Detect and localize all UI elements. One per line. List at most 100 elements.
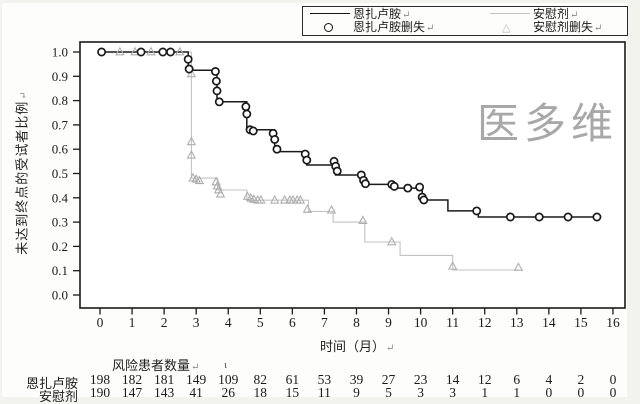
risk-count-enzalutamide: 182 bbox=[122, 372, 142, 387]
censor-marker-circle bbox=[248, 126, 258, 136]
censor-marker-circle bbox=[415, 182, 425, 192]
risk-count-placebo: 1 bbox=[513, 385, 520, 400]
x-tick-label: 12 bbox=[478, 315, 492, 330]
censor-marker-triangle bbox=[387, 236, 397, 246]
censor-marker-circle bbox=[592, 212, 602, 222]
censor-marker-triangle bbox=[215, 188, 226, 198]
return-mark: ↵ bbox=[386, 343, 395, 354]
risk-count-placebo: 143 bbox=[154, 385, 175, 400]
censor-marker-circle bbox=[505, 212, 515, 222]
censor-marker-triangle bbox=[194, 175, 205, 185]
risk-count-enzalutamide: 82 bbox=[254, 372, 268, 387]
y-tick-label: 0.8 bbox=[52, 93, 68, 108]
risk-count-enzalutamide: 0 bbox=[610, 372, 617, 387]
risk-count-enzalutamide: 149 bbox=[186, 372, 207, 387]
censor-marker-triangle bbox=[270, 194, 280, 204]
risk-count-placebo: 3 bbox=[449, 385, 456, 400]
risk-count-placebo: 0 bbox=[545, 385, 552, 400]
y-tick-label: 0.7 bbox=[52, 117, 69, 132]
censor-marker-triangle bbox=[326, 204, 337, 214]
legend-label-enzalutamide: 恩扎卢胺↵ bbox=[353, 7, 411, 22]
x-tick-label: 15 bbox=[574, 315, 588, 330]
risk-count-placebo: 41 bbox=[189, 385, 203, 400]
censor-marker-circle bbox=[210, 66, 220, 76]
x-axis-title: 时间（月）↵ bbox=[320, 339, 395, 354]
censor-marker-circle bbox=[361, 179, 370, 189]
placebo-line-swatch bbox=[490, 13, 530, 14]
stray-mark: ι bbox=[224, 359, 227, 371]
risk-count-enzalutamide: 14 bbox=[446, 372, 460, 387]
return-mark: ↵ bbox=[594, 23, 603, 34]
risk-count-enzalutamide: 109 bbox=[218, 372, 239, 387]
y-tick-label: 0.1 bbox=[52, 263, 68, 278]
y-tick-label: 0.0 bbox=[52, 288, 68, 303]
censor-marker-circle bbox=[332, 166, 342, 176]
y-tick-label: 0.2 bbox=[52, 239, 68, 254]
censor-marker-circle bbox=[242, 109, 252, 119]
censor-marker-triangle bbox=[279, 194, 290, 204]
censor-marker-triangle bbox=[115, 46, 125, 56]
risk-count-placebo: 147 bbox=[122, 385, 143, 400]
risk-count-placebo: 0 bbox=[610, 385, 617, 400]
risk-count-placebo: 11 bbox=[318, 385, 331, 400]
risk-count-enzalutamide: 12 bbox=[478, 372, 492, 387]
risk-count-placebo: 5 bbox=[385, 385, 392, 400]
censor-marker-circle bbox=[403, 183, 413, 193]
censor-marker-triangle bbox=[186, 136, 197, 146]
return-mark: ↵ bbox=[426, 23, 435, 34]
risk-count-placebo: 3 bbox=[417, 385, 424, 400]
legend-box: 恩扎卢胺↵ 恩扎卢胺删失↵ 安慰剂↵ △ 安慰剂删失↵ bbox=[302, 6, 628, 36]
risk-count-enzalutamide: 23 bbox=[414, 372, 428, 387]
triangle-censor-icon: △ bbox=[502, 21, 511, 34]
censor-marker-circle bbox=[214, 97, 224, 107]
censor-marker-circle bbox=[272, 144, 282, 154]
censor-marker-circle bbox=[158, 47, 168, 57]
censor-marker-circle bbox=[241, 102, 251, 112]
x-tick-label: 5 bbox=[257, 315, 264, 330]
risk-count-placebo: 9 bbox=[353, 385, 360, 400]
risk-count-enzalutamide: 181 bbox=[154, 372, 174, 387]
x-tick-label: 7 bbox=[321, 315, 328, 330]
return-mark: ↵ bbox=[18, 90, 30, 100]
censor-marker-circle bbox=[563, 212, 573, 222]
x-tick-label: 3 bbox=[193, 315, 200, 330]
risk-count-placebo: 190 bbox=[90, 385, 111, 400]
risk-count-enzalutamide: 4 bbox=[545, 372, 552, 387]
x-tick-label: 0 bbox=[97, 315, 104, 330]
y-tick-label: 0.6 bbox=[52, 142, 69, 157]
return-mark: ↵ bbox=[191, 362, 200, 373]
y-tick-label: 1.0 bbox=[52, 45, 68, 60]
x-tick-label: 9 bbox=[385, 315, 392, 330]
censor-marker-triangle bbox=[175, 46, 185, 56]
risk-count-placebo: 15 bbox=[286, 385, 300, 400]
return-mark: ↵ bbox=[402, 10, 411, 21]
censor-marker-triangle bbox=[295, 194, 306, 204]
censor-marker-circle bbox=[212, 86, 222, 96]
censor-marker-triangle bbox=[513, 262, 524, 271]
censor-marker-triangle bbox=[256, 194, 266, 204]
risk-table-header: 风险患者数量↵ bbox=[112, 358, 200, 373]
censor-marker-circle bbox=[389, 181, 399, 191]
risk-count-enzalutamide: 39 bbox=[350, 372, 364, 387]
risk-count-enzalutamide: 53 bbox=[318, 372, 332, 387]
y-tick-label: 0.9 bbox=[52, 69, 68, 84]
circle-censor-icon bbox=[324, 23, 333, 32]
censor-marker-circle bbox=[472, 206, 482, 216]
return-mark: ↵ bbox=[570, 10, 579, 21]
censor-marker-circle bbox=[211, 76, 221, 86]
censor-marker-circle bbox=[270, 135, 280, 144]
x-tick-label: 1 bbox=[129, 315, 136, 330]
censor-marker-circle bbox=[302, 155, 312, 165]
enzalutamide-line-swatch bbox=[310, 13, 350, 14]
censor-marker-triangle bbox=[447, 260, 458, 270]
x-tick-label: 14 bbox=[542, 315, 556, 330]
legend-label-placebo-censored: 安慰剂删失↵ bbox=[533, 20, 603, 35]
y-axis-title: 未达到终点的受试者比例↵ bbox=[14, 90, 30, 255]
risk-count-placebo: 26 bbox=[221, 385, 235, 400]
censor-marker-triangle bbox=[186, 149, 197, 159]
censor-marker-triangle bbox=[146, 46, 156, 56]
y-tick-label: 0.3 bbox=[52, 215, 68, 230]
x-tick-label: 11 bbox=[446, 315, 459, 330]
